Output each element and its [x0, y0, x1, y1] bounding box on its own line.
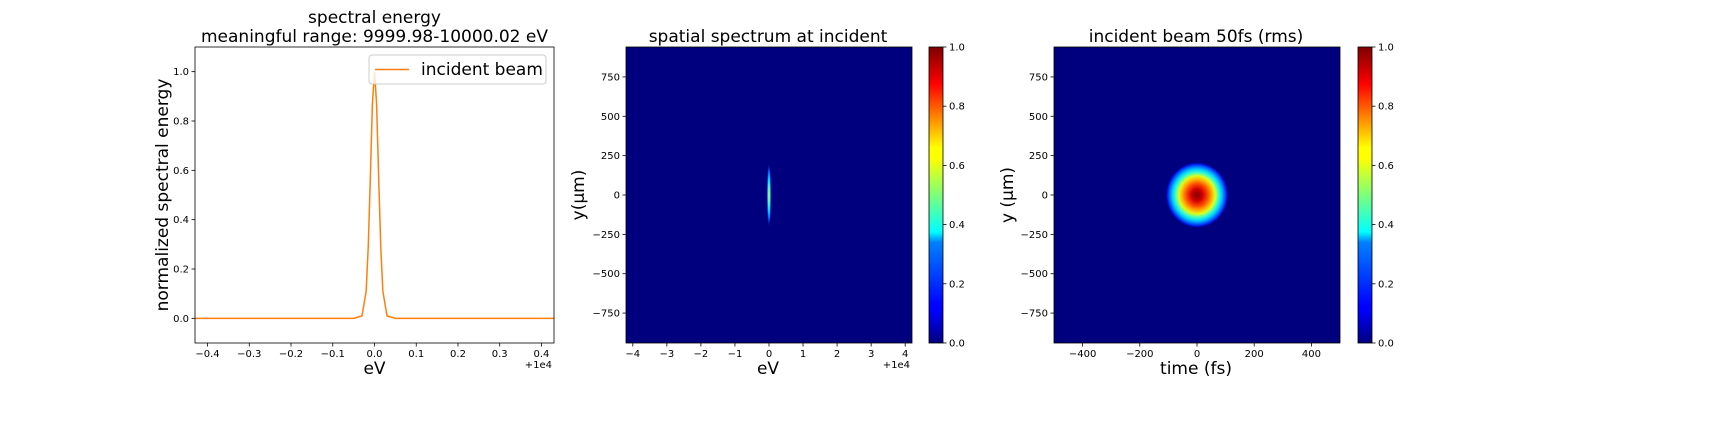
chart1-legend-label: incident beam [421, 60, 543, 80]
chart3-colorbar-tick-label: 0.0 [1378, 339, 1394, 350]
chart2-colorbar-tick-label: 0.0 [949, 339, 965, 350]
chart1-x-tick-label: 0.4 [534, 349, 550, 360]
chart2-x-tick-label: −3 [659, 349, 674, 360]
chart3-colorbar: 0.0 0.2 0.4 0.6 0.8 1.0 [1357, 43, 1394, 350]
chart2-colorbar-tick-label: 0.6 [949, 161, 965, 172]
chart3-intensity-feature [1165, 162, 1229, 228]
chart2-x-tick-label: −4 [625, 349, 640, 360]
chart1-x-tick-label: −0.3 [237, 349, 261, 360]
chart3-x-tick-label: 400 [1302, 349, 1321, 360]
chart2-colorbar-gradient [929, 47, 943, 343]
chart3-x-tick-label: −400 [1069, 349, 1096, 360]
chart2-y-tick-label: 750 [601, 72, 620, 83]
chart1-x-tick-label: 0.0 [367, 349, 383, 360]
chart2-x-axis-label: eV [757, 359, 779, 379]
chart2-plot-area: −4 −3 −2 −1 0 1 2 3 4 −750 −500 −250 0 250 500 750 [593, 46, 913, 360]
chart1-title-line1: spectral energy [308, 8, 441, 28]
chart3-y-tick-label: 500 [1029, 112, 1048, 123]
chart1-legend: incident beam [368, 54, 547, 85]
chart1-y-tick-label: 0.4 [173, 215, 189, 226]
chart2-feature-group [766, 162, 772, 228]
chart1-x-tick-label: 0.3 [492, 349, 508, 360]
chart2-x-tick-label: 2 [834, 349, 840, 360]
chart3-colorbar-frame [1357, 46, 1373, 344]
chart2-x-tick-label: −1 [728, 349, 743, 360]
chart2-x-tick-label: 4 [902, 349, 908, 360]
chart2-y-tick-label: −750 [593, 309, 620, 320]
chart2-y-tick-label: 0 [614, 191, 620, 202]
chart2-colorbar-frame [928, 46, 944, 344]
chart3-title: incident beam 50fs (rms) [1089, 27, 1304, 47]
chart3-colorbar-tick-label: 0.6 [1378, 161, 1394, 172]
chart2-colorbar-tick-label: 0.4 [949, 220, 965, 231]
chart1-y-tick-label: 0.0 [173, 314, 189, 325]
chart1-x-axis-label: eV [363, 359, 385, 379]
chart3-y-tick-label: 750 [1029, 72, 1048, 83]
chart1-y-tick-label: 0.6 [173, 166, 189, 177]
chart3-x-tick-label: −200 [1126, 349, 1153, 360]
chart3-plot-area: −400 −200 0 200 400 −750 −500 −250 0 250 500 750 [1021, 46, 1341, 360]
chart1-frame [194, 46, 555, 344]
chart1-plot-area: −0.4 −0.3 −0.2 −0.1 0.0 0.1 0.2 0.3 0.4 0.0 0.2 0.4… [173, 46, 555, 360]
spectral-energy-chart: −0.4 −0.3 −0.2 −0.1 0.0 0.1 0.2 0.3 0.4 0.0 0.2 0.4… [153, 8, 555, 379]
chart3-colorbar-tick-label: 0.8 [1378, 102, 1394, 113]
chart3-feature-group [1165, 162, 1229, 228]
chart2-y-tick-label: 250 [601, 151, 620, 162]
chart3-x-tick-label: 0 [1194, 349, 1200, 360]
chart2-x-tick-label: 3 [868, 349, 874, 360]
chart1-legend-frame [368, 54, 547, 85]
chart2-colorbar: 0.0 0.2 0.4 0.6 0.8 1.0 [928, 43, 965, 350]
chart1-x-tick-label: −0.2 [279, 349, 303, 360]
chart3-frame [1053, 46, 1341, 344]
incident-beam-heatmap: −400 −200 0 200 400 −750 −500 −250 0 250 500 750 in… [998, 27, 1394, 379]
chart2-colorbar-tick-label: 0.2 [949, 279, 965, 290]
chart2-x-offset-label: +1e4 [883, 360, 910, 371]
chart3-x-tick-label: 200 [1245, 349, 1264, 360]
chart2-y-axis-label: y(μm) [569, 170, 589, 221]
chart1-title-line2: meaningful range: 9999.98-10000.02 eV [201, 27, 548, 47]
chart2-intensity-feature [766, 162, 772, 228]
chart1-y-axis-label: normalized spectral energy [153, 79, 173, 312]
chart3-y-tick-label: −750 [1021, 309, 1048, 320]
chart1-y-tick-label: 0.8 [173, 117, 189, 128]
chart3-y-tick-label: 0 [1042, 191, 1048, 202]
chart2-colorbar-tick-label: 1.0 [949, 43, 965, 54]
chart2-title: spatial spectrum at incident [649, 27, 888, 47]
chart2-frame [625, 46, 913, 344]
chart3-y-tick-label: 250 [1029, 151, 1048, 162]
chart2-x-tick-label: 0 [766, 349, 772, 360]
chart1-x-tick-label: 0.2 [450, 349, 466, 360]
chart1-x-tick-label: −0.1 [321, 349, 345, 360]
chart3-colorbar-tick-label: 0.2 [1378, 279, 1394, 290]
chart1-y-tick-label: 1.0 [173, 67, 189, 78]
chart3-colorbar-tick-label: 0.4 [1378, 220, 1394, 231]
chart3-y-axis-label: y (μm) [998, 167, 1018, 223]
chart3-colorbar-tick-label: 1.0 [1378, 43, 1394, 54]
chart1-x-tick-label: 0.1 [408, 349, 424, 360]
chart3-colorbar-gradient [1358, 47, 1372, 343]
chart2-x-tick-label: 1 [800, 349, 806, 360]
chart2-colorbar-tick-label: 0.8 [949, 102, 965, 113]
chart2-y-tick-label: −500 [593, 269, 620, 280]
chart1-x-offset-label: +1e4 [525, 360, 552, 371]
chart2-y-tick-label: −250 [593, 230, 620, 241]
chart1-x-tick-label: −0.4 [195, 349, 219, 360]
chart3-x-axis-label: time (fs) [1160, 359, 1232, 379]
chart2-y-tick-label: 500 [601, 112, 620, 123]
chart3-y-tick-label: −250 [1021, 230, 1048, 241]
chart1-background [195, 47, 554, 343]
chart3-y-tick-label: −500 [1021, 269, 1048, 280]
chart2-x-tick-label: −2 [694, 349, 709, 360]
spatial-spectrum-heatmap: −4 −3 −2 −1 0 1 2 3 4 −750 −500 −250 0 250 500 750 spat… [569, 27, 965, 379]
chart1-y-tick-label: 0.2 [173, 265, 189, 276]
